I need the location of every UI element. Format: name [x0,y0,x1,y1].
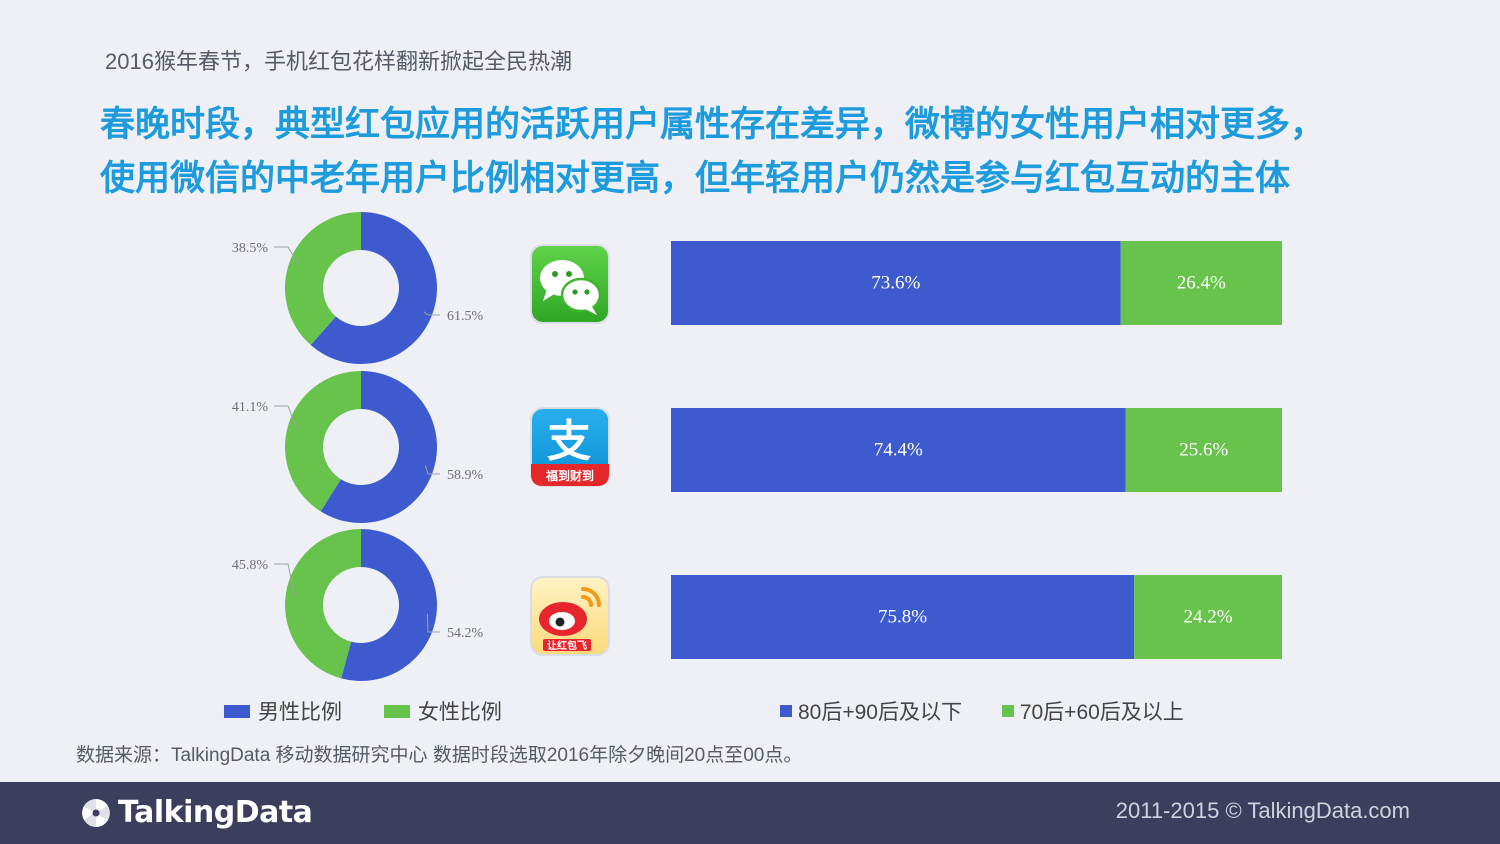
donut-2-label-female: 41.1% [232,400,269,415]
donut-1-slice-female [284,212,361,346]
donut-3-slice-male [341,529,438,681]
subtitle: 2016猴年春节，手机红包花样翻新掀起全民热潮 [105,49,572,74]
headline-line-1: 春晚时段，典型红包应用的活跃用户属性存在差异，微博的女性用户相对更多， [100,105,1326,144]
legend-label-male: 男性比例 [258,701,342,724]
legend-label-female: 女性比例 [417,701,502,724]
bar-1-label-young: 73.6% [871,273,920,294]
data-source-note: 数据来源：TalkingData 移动数据研究中心 数据时段选取2016年除夕晚… [76,745,803,766]
donut-1-slice-male [310,212,437,364]
headline: 春晚时段，典型红包应用的活跃用户属性存在差异，微博的女性用户相对更多， 使用微信… [100,98,1440,206]
copyright: 2011-2015 © TalkingData.com [1115,798,1410,823]
brand-logo: TalkingData [80,795,313,830]
donut-3-label-female: 45.8% [232,558,269,573]
donut-2-leader-female [274,405,298,429]
donut-2-slice-female [284,371,361,512]
gender-legend: 男性比例 女性比例 [224,696,538,726]
bar-2-segment-young [671,408,1126,492]
donut-1-label-female: 38.5% [232,241,269,256]
bar-3-segment-young [671,575,1135,659]
alipay-icon: 支 福到财到 [530,407,610,487]
wechat-icon [530,244,610,324]
legend-item-young: 80后+90后及以下 [780,696,962,726]
legend-label-older: 70后+60后及以上 [1019,701,1184,724]
alipay-badge-text: 福到财到 [545,468,594,483]
legend-item-male: 男性比例 [224,696,342,726]
legend-swatch-young [780,705,792,717]
bar-3-label-older: 24.2% [1184,607,1233,628]
bar-3-label-young: 75.8% [878,607,927,628]
donut-2-leader-male [424,465,440,475]
talkingdata-logo-icon [82,798,110,827]
headline-line-2: 使用微信的中老年用户比例相对更高，但年轻用户仍然是参与红包互动的主体 [100,159,1291,198]
legend-label-young: 80后+90后及以下 [798,701,962,724]
donut-2-slice-male [320,371,437,523]
bar-2-segment-older [1125,408,1282,492]
bar-1-segment-young [671,241,1121,325]
weibo-icon: 让红包飞 [530,576,610,656]
legend-swatch-older [1001,705,1014,717]
legend-swatch-male [224,704,250,718]
bar-1-label-older: 26.4% [1177,273,1226,294]
donut-3-slice-female [285,529,361,679]
donut-1-leader-male [423,311,440,316]
legend-item-female: 女性比例 [383,696,502,726]
bar-3-segment-older [1134,575,1282,659]
legend-swatch-female [383,704,410,718]
weibo-badge-text: 让红包飞 [547,639,587,652]
donut-1-label-male: 61.5% [447,309,484,324]
alipay-glyph: 支 [547,416,591,467]
donut-2-label-male: 58.9% [447,468,484,483]
legend-item-older: 70后+60后及以上 [1001,696,1184,726]
donut-3-leader-female [274,563,296,597]
donut-3-leader-male [426,613,440,633]
footer-bar: TalkingData 2011-2015 © TalkingData.com [0,782,1500,844]
age-legend: 80后+90后及以下 70后+60后及以上 [780,696,1218,726]
bar-1-segment-older [1120,241,1282,325]
donut-1-leader-female [274,246,299,265]
chart-area: 61.5% 38.5% 58.9% 41.1% 54.2% 45.8% 73.6% 26.4%… [232,212,1282,681]
donut-3-label-male: 54.2% [447,626,484,641]
brand-name: TalkingData [118,795,313,830]
bar-2-label-young: 74.4% [874,440,923,461]
bar-2-label-older: 25.6% [1179,440,1228,461]
